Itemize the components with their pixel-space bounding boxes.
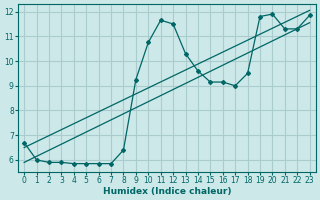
X-axis label: Humidex (Indice chaleur): Humidex (Indice chaleur) [103, 187, 231, 196]
